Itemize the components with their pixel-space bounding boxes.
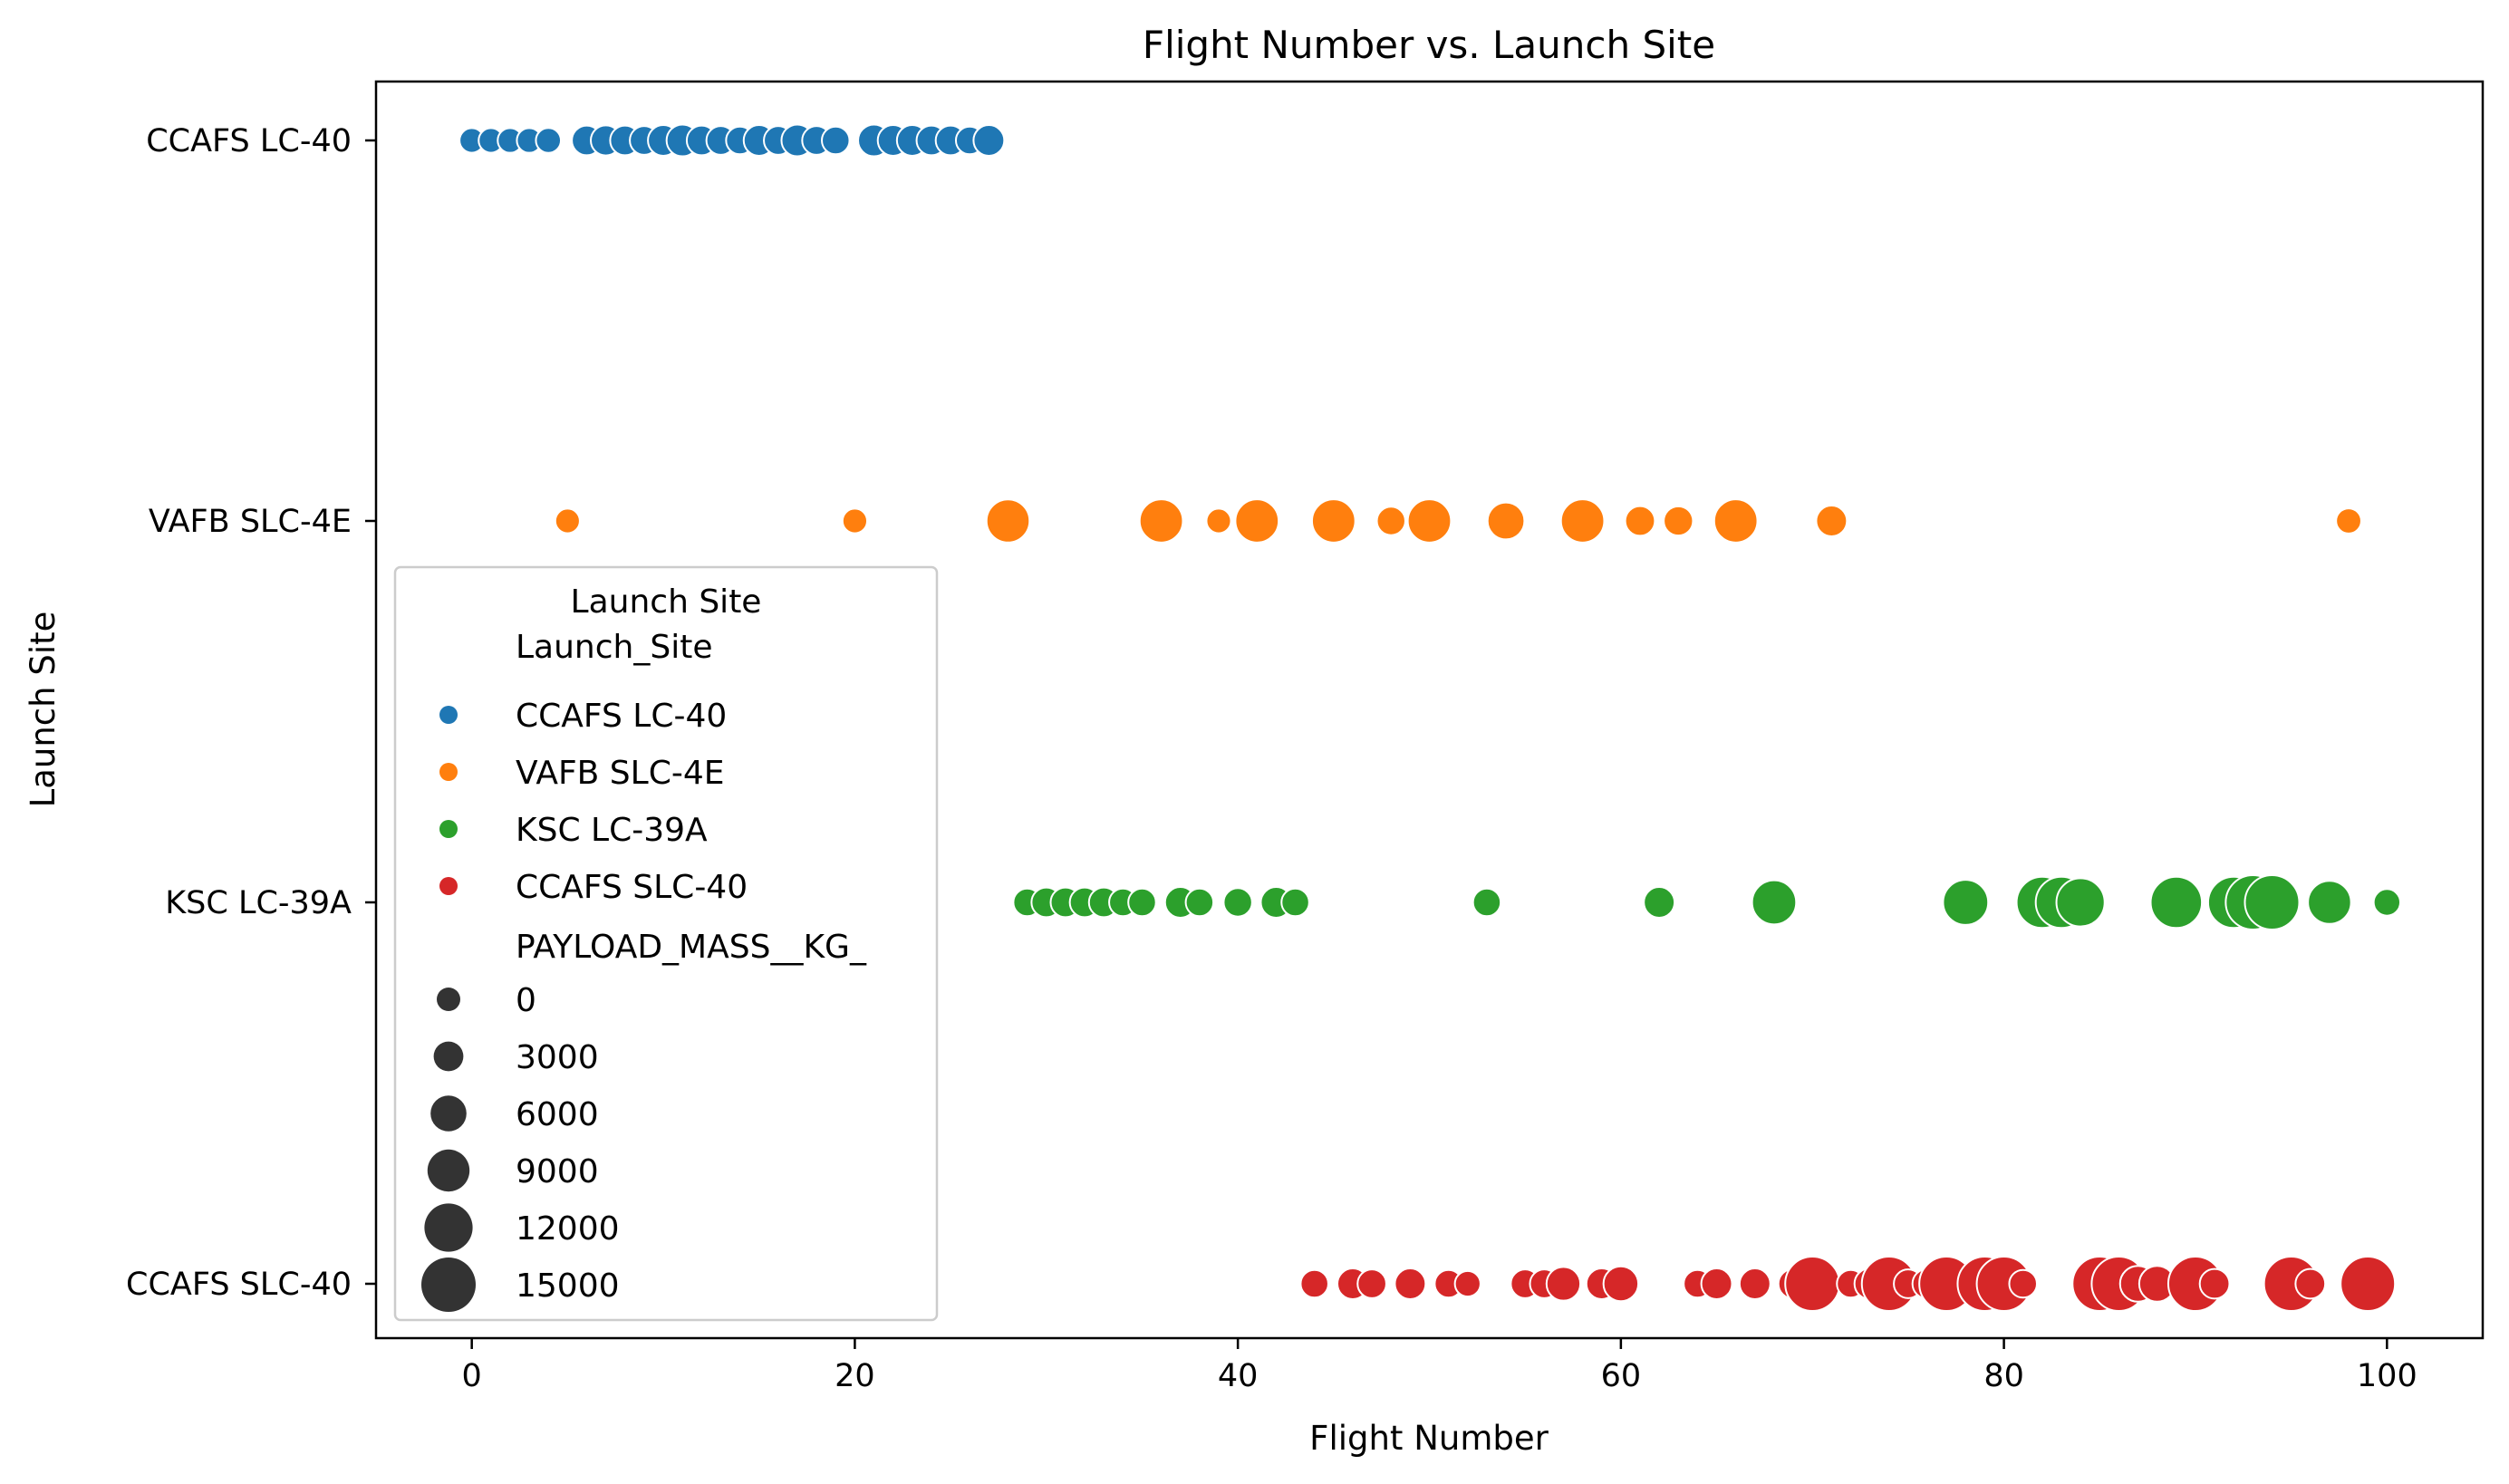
data-point <box>1663 505 1694 537</box>
legend: Launch Site Launch_Site CCAFS LC-40 VAFB S… <box>393 565 939 1322</box>
legend-swatch <box>439 763 458 781</box>
data-point <box>1486 501 1526 541</box>
data-point <box>1375 506 1406 536</box>
legend-size-label: 6000 <box>516 1096 599 1133</box>
legend-entry: VAFB SLC-4E <box>516 755 724 792</box>
legend-size-marker <box>430 1095 467 1132</box>
legend-title: Launch Site <box>571 583 762 621</box>
y-tick-label: VAFB SLC-4E <box>149 504 352 540</box>
data-points <box>458 123 2402 1312</box>
y-axis-ticks: CCAFS LC-40 VAFB SLC-4E KSC LC-39A CCAFS SL… <box>126 123 376 1303</box>
legend-size-marker <box>427 1149 470 1192</box>
data-point <box>1280 887 1310 918</box>
data-point <box>841 507 869 535</box>
y-axis-label: Launch Site <box>24 612 63 808</box>
data-point <box>2008 1268 2038 1299</box>
legend-swatch <box>439 706 458 724</box>
legend-size-marker <box>437 988 460 1011</box>
data-point <box>1738 1267 1771 1300</box>
x-tick-label: 20 <box>835 1358 875 1394</box>
plot-area <box>374 80 2485 1340</box>
chart-title: Flight Number vs. Launch Site <box>1143 23 1715 67</box>
legend-size-marker <box>424 1203 473 1252</box>
data-point <box>1472 887 1502 918</box>
y-tick-label: KSC LC-39A <box>165 885 352 921</box>
legend-size-header: PAYLOAD_MASS__KG_ <box>516 929 867 966</box>
data-point <box>1205 507 1232 535</box>
data-point <box>1234 498 1280 544</box>
x-tick-label: 40 <box>1218 1358 1259 1394</box>
data-point <box>1138 498 1184 544</box>
data-point <box>2307 880 2352 925</box>
data-point <box>535 127 563 154</box>
legend-swatch <box>439 877 458 895</box>
legend-items: Launch_Site CCAFS LC-40 VAFB SLC-4E KSC LC-… <box>421 629 867 1312</box>
legend-size-marker <box>433 1041 464 1072</box>
x-tick-label: 60 <box>1601 1358 1642 1394</box>
data-point <box>1545 1266 1582 1302</box>
data-point <box>1310 498 1356 544</box>
data-point <box>821 125 851 156</box>
data-point <box>1406 498 1452 544</box>
data-point <box>1453 1269 1481 1298</box>
x-tick-label: 0 <box>462 1358 482 1394</box>
data-point <box>2055 877 2106 928</box>
data-point <box>2335 507 2362 535</box>
x-axis-label: Flight Number <box>1309 1419 1549 1458</box>
legend-size-label: 3000 <box>516 1039 599 1076</box>
legend-size-marker <box>421 1258 476 1312</box>
data-point <box>1184 887 1215 918</box>
legend-swatch <box>439 820 458 838</box>
data-point <box>1394 1267 1427 1300</box>
data-point <box>1784 1256 1841 1312</box>
legend-size-label: 9000 <box>516 1153 599 1190</box>
legend-entry: KSC LC-39A <box>516 812 708 849</box>
legend-entry: CCAFS LC-40 <box>516 698 727 735</box>
data-point <box>972 124 1006 157</box>
data-point <box>1751 879 1798 926</box>
data-point <box>554 507 581 535</box>
data-point <box>1643 886 1676 919</box>
legend-frame <box>393 565 939 1322</box>
x-tick-label: 100 <box>2357 1358 2417 1394</box>
data-point <box>2294 1267 2327 1300</box>
data-point <box>2149 875 2204 930</box>
legend-entry: CCAFS SLC-40 <box>516 869 748 906</box>
data-point <box>2244 874 2301 930</box>
legend-size-label: 0 <box>516 982 536 1019</box>
data-point <box>1602 1265 1640 1303</box>
data-point <box>2340 1256 2397 1312</box>
data-point <box>2372 888 2402 917</box>
legend-size-label: 12000 <box>516 1210 620 1248</box>
data-point <box>1356 1268 1387 1299</box>
data-point <box>1222 887 1253 918</box>
data-point <box>1713 498 1759 544</box>
data-point <box>1624 505 1656 537</box>
data-point <box>985 498 1031 544</box>
y-tick-label: CCAFS SLC-40 <box>126 1267 352 1303</box>
data-point <box>2198 1267 2231 1300</box>
data-point <box>1299 1268 1329 1299</box>
data-point <box>1127 887 1157 918</box>
legend-size-label: 15000 <box>516 1267 620 1305</box>
legend-hue-header: Launch_Site <box>516 629 712 666</box>
x-tick-label: 80 <box>1983 1358 2024 1394</box>
data-point <box>1815 505 1848 537</box>
x-axis-ticks: 0 20 40 60 80 100 <box>462 1338 2417 1394</box>
data-point <box>1700 1267 1733 1300</box>
data-point <box>1559 498 1606 544</box>
data-point <box>1942 879 1990 926</box>
y-tick-label: CCAFS LC-40 <box>146 123 352 159</box>
